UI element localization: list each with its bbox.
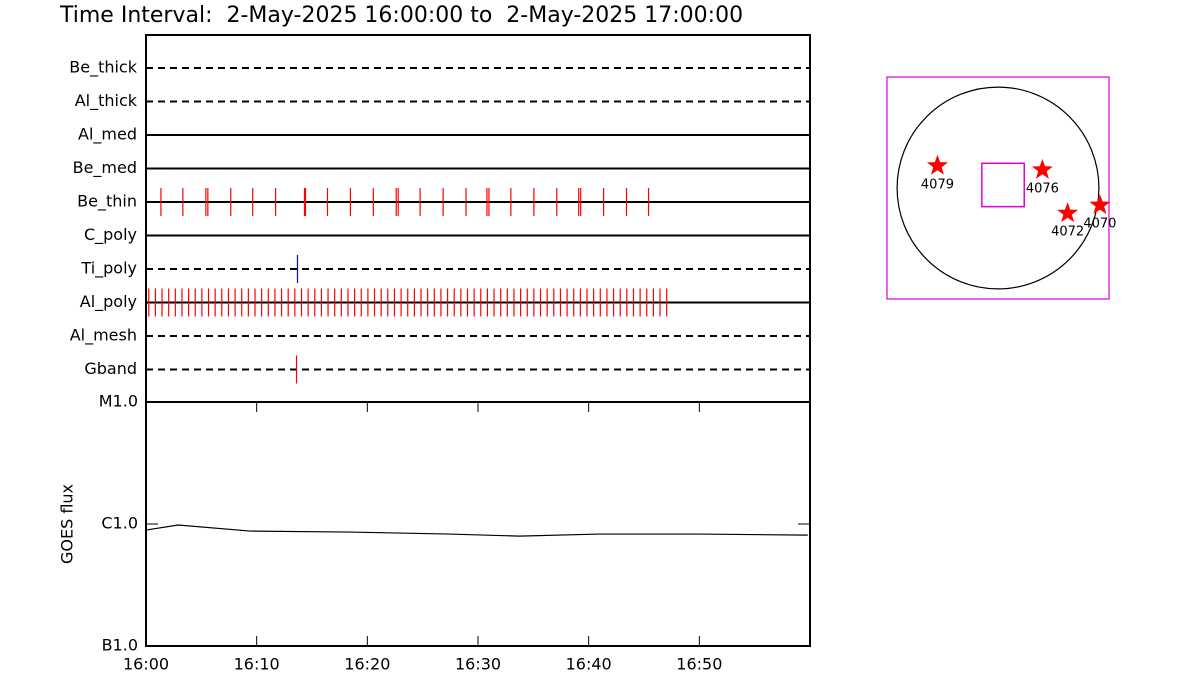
x-tick-label: 16:40 (566, 655, 612, 674)
active-region-label: 4076 (1026, 181, 1059, 196)
x-tick-label: 16:30 (455, 655, 501, 674)
active-region-label: 4070 (1083, 217, 1116, 232)
active-region-star (1057, 202, 1079, 223)
panel-frame (145, 34, 811, 403)
filter-label: Al_med (78, 125, 137, 145)
solar-limb (896, 86, 1100, 290)
field-of-view (981, 162, 1025, 208)
map-frame (886, 76, 1110, 300)
filter-label: Be_thin (77, 192, 137, 212)
filter-label: C_poly (84, 225, 137, 245)
y-axis-label: GOES flux (58, 484, 77, 564)
active-region-label: 4072 (1051, 225, 1084, 240)
filter-label: Be_thick (69, 58, 137, 78)
active-region-star (1089, 194, 1111, 215)
y-tick-label: M1.0 (99, 392, 138, 411)
x-tick-label: 16:00 (123, 655, 169, 674)
panel-frame (145, 401, 811, 647)
active-region-star (1031, 158, 1053, 179)
x-tick-label: 16:10 (234, 655, 280, 674)
title: Time Interval: 2-May-2025 16:00:00 to 2-… (59, 3, 743, 28)
filter-label: Be_med (73, 158, 137, 178)
active-region-star (926, 154, 948, 175)
y-tick-label: B1.0 (102, 636, 138, 655)
filter-label: Ti_poly (80, 259, 137, 279)
active-region-label: 4079 (921, 177, 954, 192)
filter-label: Al_thick (75, 91, 138, 111)
goes-curve (145, 524, 808, 537)
x-tick-label: 16:20 (344, 655, 390, 674)
filter-label: Al_poly (80, 292, 137, 312)
filter-label: Al_mesh (70, 326, 137, 346)
y-tick-label: C1.0 (101, 514, 138, 533)
x-tick-label: 16:50 (676, 655, 722, 674)
filter-label: Gband (84, 359, 137, 378)
